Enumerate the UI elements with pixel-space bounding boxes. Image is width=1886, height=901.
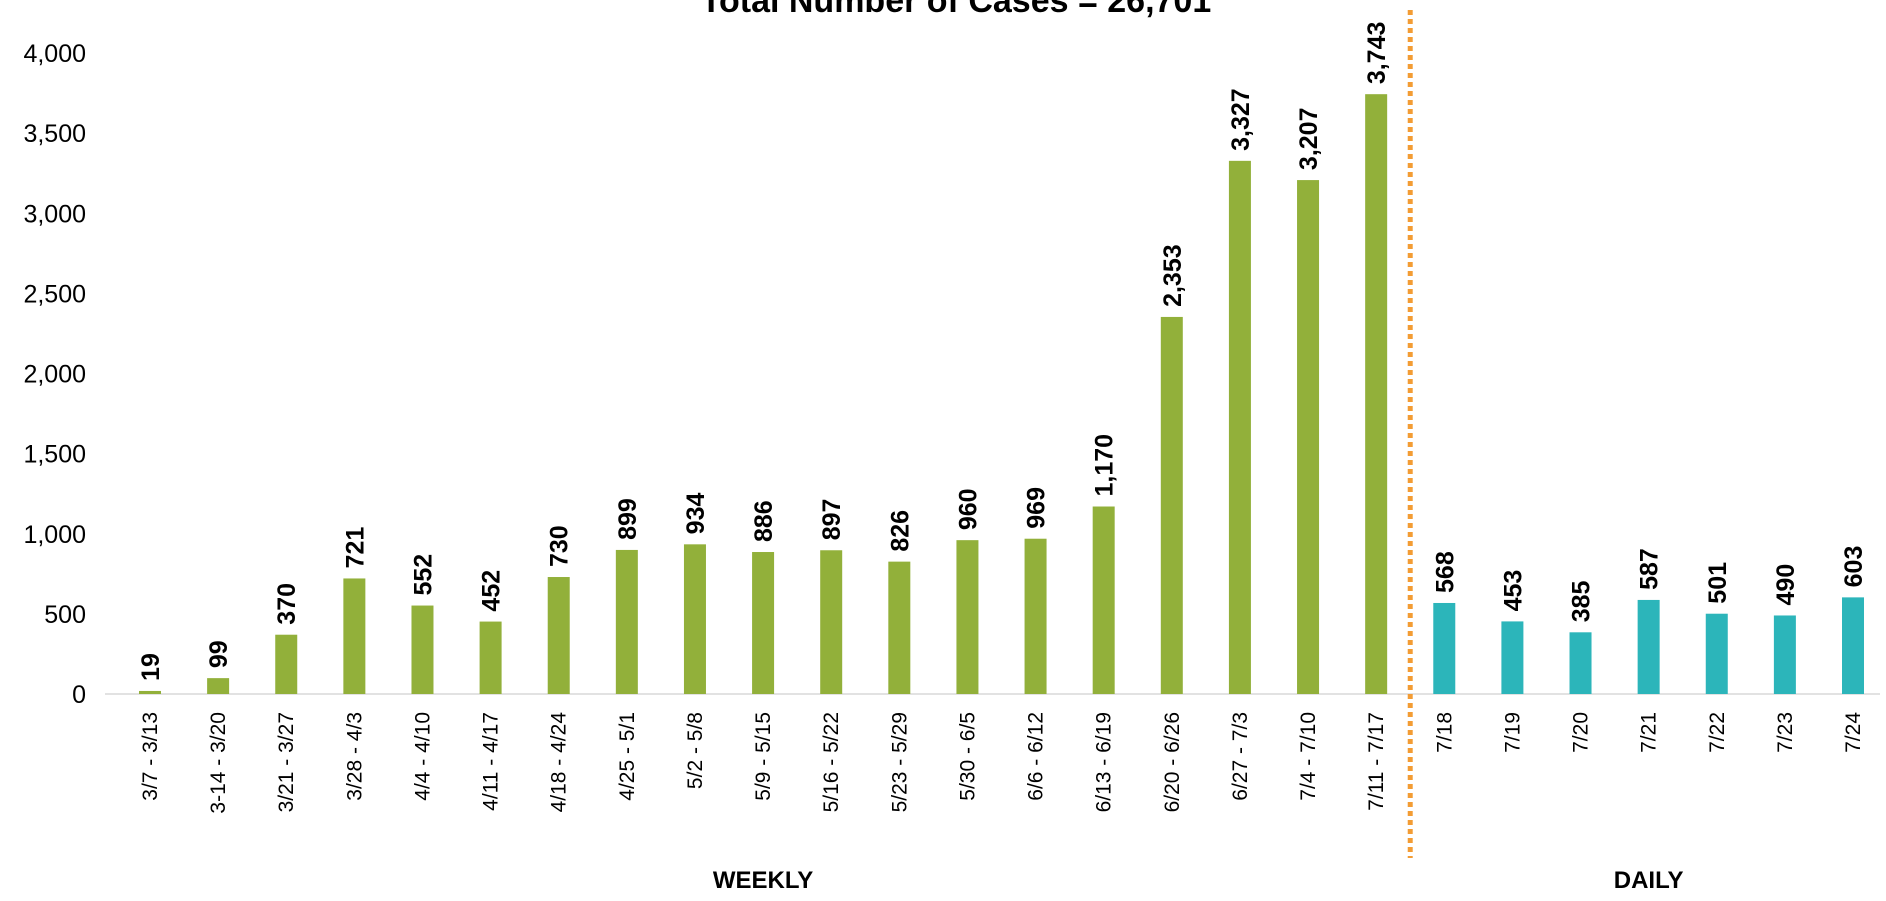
y-tick-label: 500 bbox=[44, 601, 86, 629]
chart-title: Total Number of Cases = 26,701 bbox=[701, 0, 1212, 20]
y-tick-label: 4,000 bbox=[23, 40, 86, 68]
data-label: 385 bbox=[1568, 580, 1596, 622]
x-tick-label: 4/11 - 4/17 bbox=[480, 712, 503, 811]
bar bbox=[547, 577, 570, 694]
data-label: 721 bbox=[341, 527, 369, 569]
data-label: 453 bbox=[1499, 570, 1527, 612]
data-label: 370 bbox=[273, 583, 301, 625]
y-tick-label: 2,500 bbox=[23, 280, 86, 308]
bar bbox=[1228, 160, 1251, 694]
group-label: WEEKLY bbox=[713, 867, 813, 894]
data-label: 501 bbox=[1704, 562, 1732, 604]
data-label: 19 bbox=[137, 653, 165, 681]
x-tick-label: 7/19 bbox=[1501, 712, 1524, 753]
y-tick-label: 3,500 bbox=[23, 120, 86, 148]
bar bbox=[479, 621, 502, 694]
x-tick-label: 3-14 - 3/20 bbox=[207, 712, 230, 814]
x-tick-label: 5/16 - 5/22 bbox=[820, 712, 843, 812]
bar bbox=[1501, 621, 1524, 694]
data-label: 568 bbox=[1431, 551, 1459, 593]
x-tick-label: 4/4 - 4/10 bbox=[411, 712, 434, 801]
x-tick-label: 7/24 bbox=[1842, 712, 1865, 753]
bar bbox=[956, 540, 979, 694]
bar bbox=[207, 678, 230, 694]
data-label: 960 bbox=[954, 488, 982, 530]
bar bbox=[1842, 597, 1864, 694]
bar bbox=[275, 634, 298, 694]
x-tick-label: 3/21 - 3/27 bbox=[275, 712, 298, 812]
data-label: 3,207 bbox=[1295, 108, 1323, 171]
data-label: 897 bbox=[818, 499, 846, 541]
x-tick-label: 7/21 bbox=[1638, 712, 1661, 753]
data-label: 1,170 bbox=[1091, 434, 1119, 497]
x-tick-label: 4/18 - 4/24 bbox=[548, 712, 571, 813]
y-tick-label: 2,000 bbox=[23, 361, 86, 389]
x-tick-label: 7/23 bbox=[1774, 712, 1797, 753]
x-tick-label: 5/30 - 6/5 bbox=[956, 712, 979, 801]
bar bbox=[752, 552, 775, 694]
data-label: 899 bbox=[614, 498, 642, 540]
bar bbox=[343, 578, 366, 694]
bar bbox=[820, 550, 843, 694]
x-tick-label: 6/6 - 6/12 bbox=[1025, 712, 1048, 801]
y-tick-label: 1,500 bbox=[23, 441, 86, 469]
data-label: 603 bbox=[1840, 546, 1868, 588]
bar bbox=[683, 544, 706, 694]
x-tick-label: 5/23 - 5/29 bbox=[888, 712, 911, 812]
x-tick-label: 7/11 - 7/17 bbox=[1365, 712, 1388, 811]
bar bbox=[1024, 538, 1047, 694]
bar bbox=[1773, 615, 1796, 694]
bar bbox=[1433, 602, 1456, 694]
data-label: 826 bbox=[886, 510, 914, 552]
data-label: 969 bbox=[1023, 487, 1051, 529]
data-label: 730 bbox=[546, 525, 574, 567]
data-label: 934 bbox=[682, 493, 710, 535]
bar bbox=[1297, 180, 1320, 694]
x-tick-label: 7/18 bbox=[1433, 712, 1456, 753]
x-tick-label: 7/20 bbox=[1570, 712, 1593, 753]
x-tick-label: 7/22 bbox=[1706, 712, 1729, 753]
y-tick-label: 0 bbox=[72, 681, 86, 709]
bar bbox=[139, 690, 161, 694]
bar bbox=[411, 605, 434, 694]
y-tick-label: 3,000 bbox=[23, 200, 86, 228]
x-tick-label: 5/2 - 5/8 bbox=[684, 712, 707, 789]
data-label: 490 bbox=[1772, 564, 1800, 606]
data-label: 3,327 bbox=[1227, 88, 1255, 151]
bar bbox=[1160, 316, 1183, 694]
group-label: DAILY bbox=[1614, 867, 1684, 894]
y-tick-label: 1,000 bbox=[23, 521, 86, 549]
bar bbox=[1092, 506, 1115, 694]
bar bbox=[888, 561, 911, 694]
bar bbox=[615, 549, 638, 694]
x-tick-label: 6/27 - 7/3 bbox=[1229, 712, 1252, 801]
bar bbox=[1569, 632, 1592, 694]
data-label: 99 bbox=[205, 640, 233, 668]
data-label: 552 bbox=[409, 554, 437, 596]
data-label: 452 bbox=[478, 570, 506, 612]
data-label: 2,353 bbox=[1159, 244, 1187, 307]
data-label: 587 bbox=[1636, 548, 1664, 590]
data-label: 3,743 bbox=[1363, 22, 1391, 85]
x-tick-label: 6/13 - 6/19 bbox=[1093, 712, 1116, 812]
bar bbox=[1705, 613, 1728, 694]
x-tick-label: 4/25 - 5/1 bbox=[616, 712, 639, 801]
x-tick-label: 7/4 - 7/10 bbox=[1297, 712, 1320, 801]
x-tick-label: 3/7 - 3/13 bbox=[139, 712, 162, 801]
x-tick-label: 3/28 - 4/3 bbox=[343, 712, 366, 801]
x-tick-label: 5/9 - 5/15 bbox=[752, 712, 775, 801]
data-label: 886 bbox=[750, 500, 778, 542]
x-tick-label: 6/20 - 6/26 bbox=[1161, 712, 1184, 812]
bar bbox=[1365, 94, 1388, 694]
bar bbox=[1637, 599, 1660, 694]
